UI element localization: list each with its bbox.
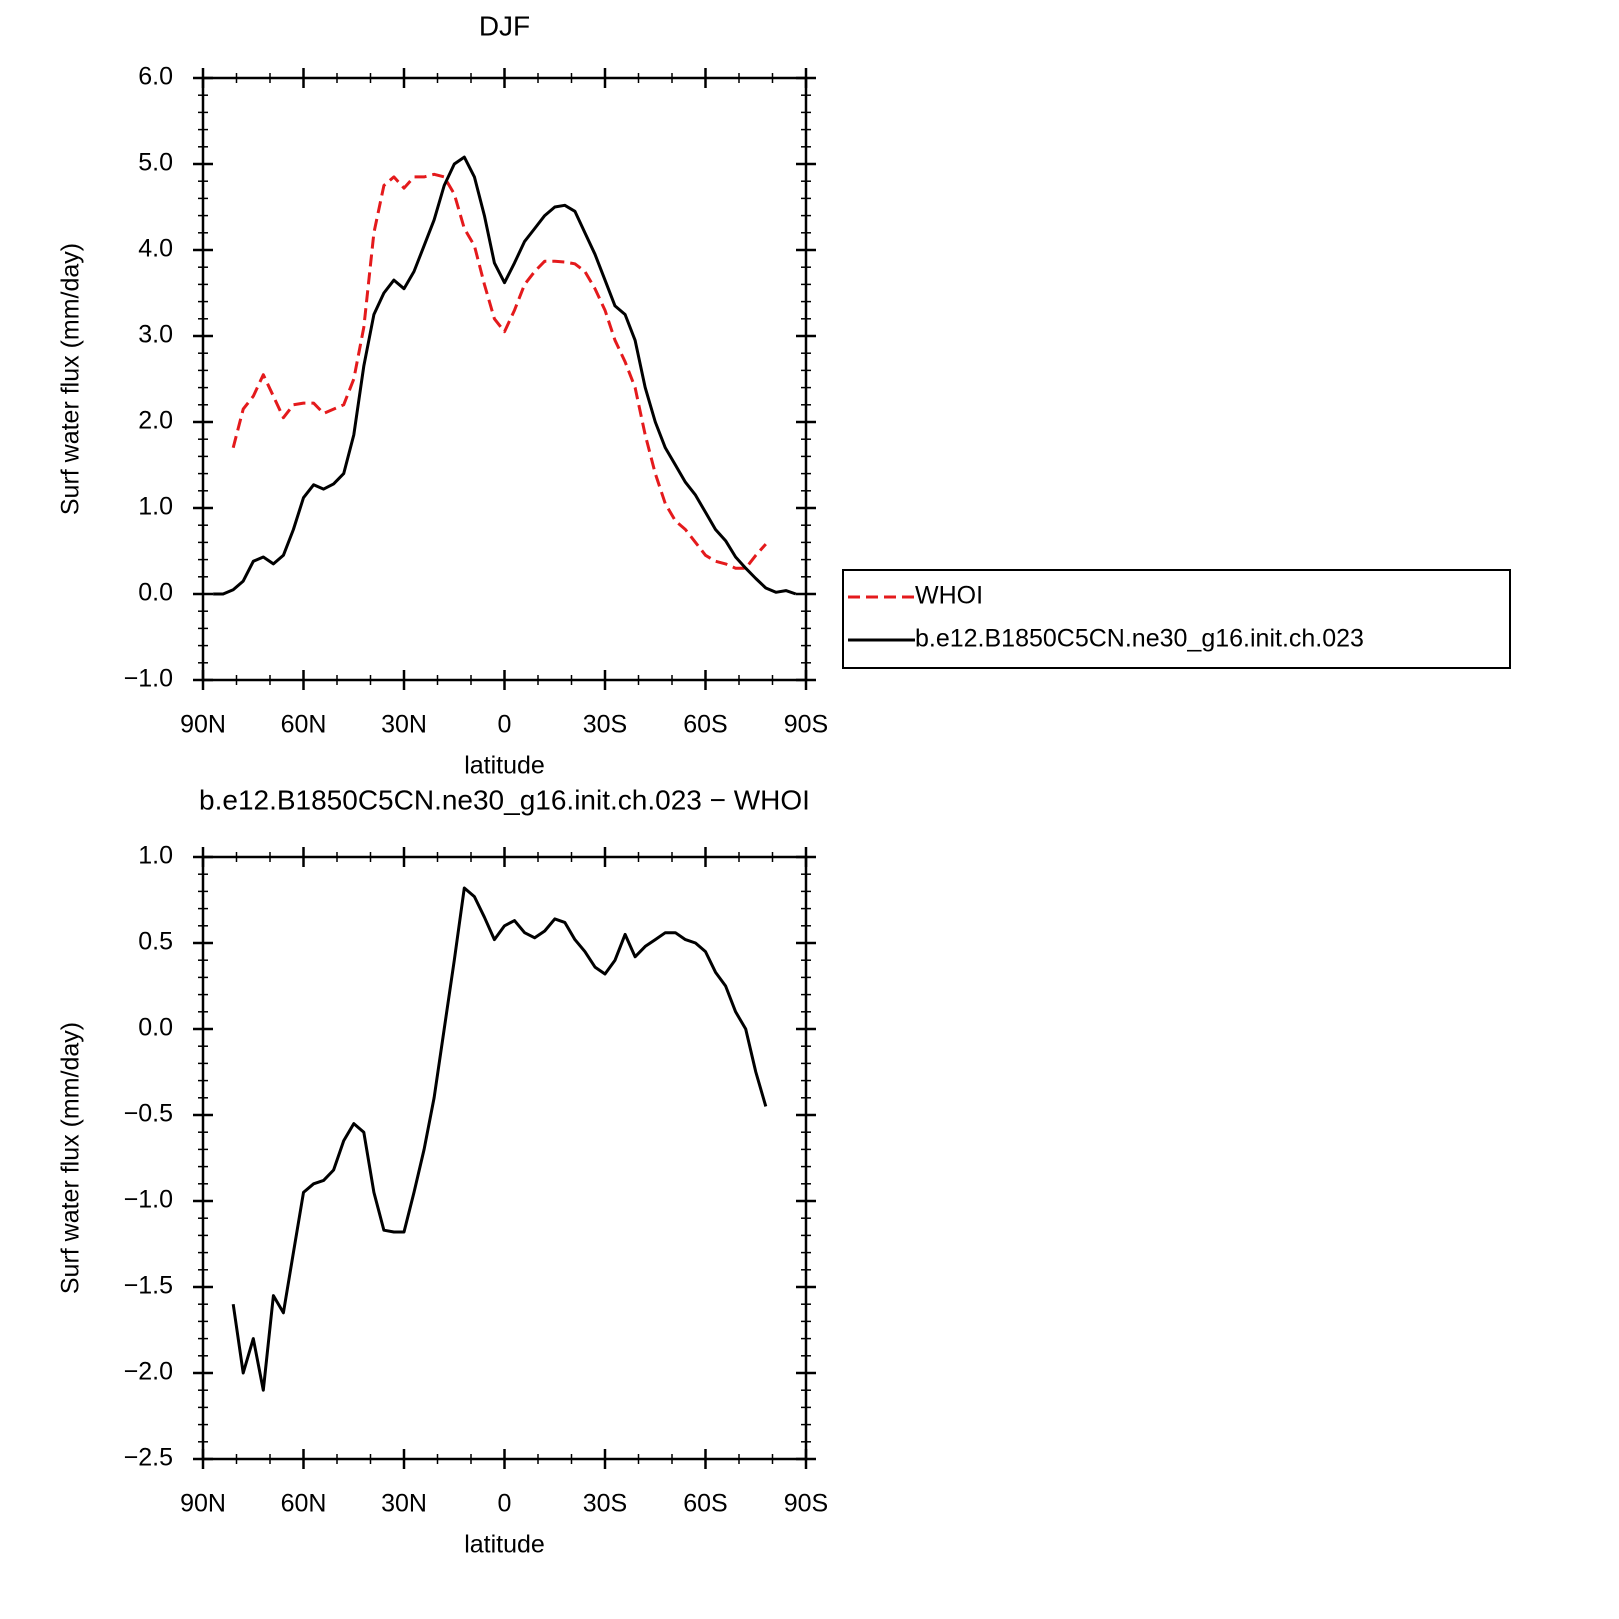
x-tick-label: 60S xyxy=(683,711,727,739)
x-tick-label: 90N xyxy=(180,711,226,739)
legend-label: b.e12.B1850C5CN.ne30_g16.init.ch.023 xyxy=(915,625,1364,653)
x-tick-label: 90N xyxy=(180,1490,226,1518)
y-tick-label: −1.0 xyxy=(124,1186,173,1214)
y-tick-label: 6.0 xyxy=(138,63,173,91)
plot-frame xyxy=(201,855,808,1461)
y-tick-label: 3.0 xyxy=(138,321,173,349)
data-line xyxy=(213,155,797,596)
x-tick-label: 0 xyxy=(498,711,512,739)
y-tick-label: 0.5 xyxy=(138,928,173,956)
y-tick-label: −2.0 xyxy=(124,1358,173,1386)
x-tick-label: 90S xyxy=(784,1490,828,1518)
x-tick-label: 30S xyxy=(583,1490,627,1518)
y-tick-label: 0.0 xyxy=(138,579,173,607)
y-tick-label: −1.0 xyxy=(124,665,173,693)
y-tick-label: 5.0 xyxy=(138,149,173,177)
y-axis-label: Surf water flux (mm/day) xyxy=(57,1022,85,1294)
y-tick-label: 2.0 xyxy=(138,407,173,435)
data-line xyxy=(231,886,768,1392)
legend-label: WHOI xyxy=(915,582,983,610)
y-tick-label: 1.0 xyxy=(138,842,173,870)
chart-title: DJF xyxy=(479,10,530,41)
x-axis-label: latitude xyxy=(464,1531,545,1559)
y-axis-label: Surf water flux (mm/day) xyxy=(57,243,85,515)
x-tick-label: 30N xyxy=(381,1490,427,1518)
plot-frame xyxy=(201,76,808,682)
data-line xyxy=(231,172,767,570)
x-tick-label: 60N xyxy=(281,1490,327,1518)
legend-box xyxy=(842,569,1511,669)
y-tick-label: 1.0 xyxy=(138,493,173,521)
x-tick-label: 90S xyxy=(784,711,828,739)
x-tick-label: 30S xyxy=(583,711,627,739)
x-tick-label: 0 xyxy=(498,1490,512,1518)
x-tick-label: 60N xyxy=(281,711,327,739)
y-tick-label: −0.5 xyxy=(124,1100,173,1128)
y-tick-label: 4.0 xyxy=(138,235,173,263)
y-tick-label: −2.5 xyxy=(124,1444,173,1472)
x-tick-label: 30N xyxy=(381,711,427,739)
x-tick-label: 60S xyxy=(683,1490,727,1518)
x-axis-label: latitude xyxy=(464,752,545,780)
y-tick-label: −1.5 xyxy=(124,1272,173,1300)
y-tick-label: 0.0 xyxy=(138,1014,173,1042)
chart-title: b.e12.B1850C5CN.ne30_g16.init.ch.023 − W… xyxy=(199,784,810,815)
